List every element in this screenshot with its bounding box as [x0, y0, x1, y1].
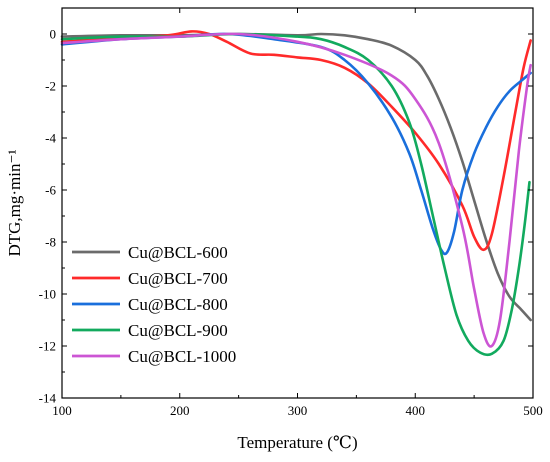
- x-axis-title: Temperature (℃): [237, 433, 357, 452]
- x-tick-label: 500: [523, 403, 543, 418]
- legend: Cu@BCL-600 Cu@BCL-700 Cu@BCL-800 Cu@BCL-900…: [72, 243, 236, 366]
- y-tick-label: -12: [39, 339, 56, 354]
- legend-label-5: Cu@BCL-1000: [128, 347, 236, 366]
- legend-label-3: Cu@BCL-800: [128, 295, 228, 314]
- axes-layer: 100 200 300 400 500 0 -2 -4 -6 -8 -10 -12 -14: [39, 7, 543, 418]
- series-layer: [60, 30, 532, 357]
- y-tick-label: -6: [45, 183, 56, 198]
- legend-label-1: Cu@BCL-600: [128, 243, 228, 262]
- legend-label-2: Cu@BCL-700: [128, 269, 228, 288]
- x-tick-label: 400: [406, 403, 426, 418]
- y-tick-label: -10: [39, 287, 56, 302]
- y-axis-title: DTG,mg·min⁻¹: [5, 149, 24, 256]
- x-tick-label: 100: [52, 403, 72, 418]
- legend-label-4: Cu@BCL-900: [128, 321, 228, 340]
- series-line-5: [60, 32, 532, 348]
- y-tick-label: -2: [45, 79, 56, 94]
- y-tick-label: -14: [39, 391, 57, 406]
- y-tick-label: -4: [45, 131, 56, 146]
- y-tick-label: 0: [50, 27, 57, 42]
- series-line-4: [60, 32, 531, 357]
- x-tick-label: 200: [170, 403, 190, 418]
- y-tick-label: -8: [45, 235, 56, 250]
- x-tick-label: 300: [288, 403, 308, 418]
